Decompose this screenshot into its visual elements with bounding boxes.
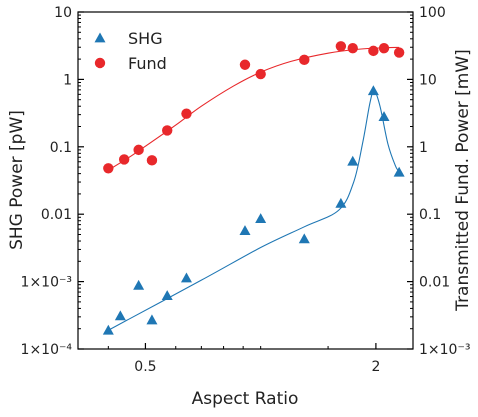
y-left-tick-label: 0.01 (41, 207, 72, 223)
shg-data-point (133, 279, 145, 290)
shg-data-point (114, 310, 126, 321)
ticks-layer: 10 1 0.1 0.01 1×10⁻³ 1×10⁻⁴ 100 10 1 0.1 0.01 1×10⁻… (21, 5, 471, 375)
fund-data-point (368, 45, 379, 57)
y-right-tick-label: 0.1 (419, 207, 441, 223)
shg-data-point (161, 290, 173, 300)
legend-fund-marker (94, 57, 106, 69)
y-axis-left-label: SHG Power [pW] (7, 110, 27, 250)
shg-data-point (146, 314, 158, 325)
legend-shg-marker (94, 32, 106, 43)
y-right-tick-label: 0.01 (419, 275, 450, 291)
y-right-tick-label: 1 (419, 140, 428, 156)
y-left-tick-label: 1×10⁻⁴ (21, 342, 73, 358)
fund-data-point (181, 108, 192, 119)
x-tick-label: 2 (371, 359, 380, 375)
y-left-tick-label: 1×10⁻³ (21, 275, 72, 291)
y-axis-right-label: Transmitted Fund. Power [mW] (453, 49, 473, 312)
shg-data-point (347, 155, 359, 166)
shg-data-point (393, 166, 405, 177)
plot-frame (77, 11, 414, 350)
shg-data-point (255, 213, 267, 224)
y-right-tick-label: 100 (419, 5, 446, 21)
fund-data-point (335, 41, 347, 52)
fund-data-point (393, 47, 405, 58)
shg-data-point (102, 324, 114, 335)
legend: SHG Fund (94, 29, 167, 73)
y-right-tick-label: 1×10⁻³ (419, 342, 470, 358)
shg-data-point (378, 111, 390, 122)
y-right-tick-label: 10 (419, 72, 437, 88)
fit-curves-layer (108, 46, 400, 331)
x-tick-label: 0.5 (134, 359, 156, 375)
fund-data-point (146, 155, 158, 166)
legend-fund-label: Fund (128, 54, 167, 73)
markers-layer (102, 41, 405, 335)
fund-fit-curve (108, 46, 400, 171)
y-left-tick-label: 1 (63, 72, 72, 88)
fund-data-point (239, 59, 251, 70)
fund-data-point (103, 163, 114, 174)
legend-shg-label: SHG (128, 29, 163, 48)
y-left-tick-label: 10 (54, 5, 72, 21)
fund-data-point (347, 43, 358, 54)
fund-data-point (255, 68, 266, 80)
y-left-tick-label: 0.1 (50, 140, 72, 156)
shg-data-point (298, 233, 310, 244)
fund-data-point (133, 144, 144, 156)
fund-data-point (162, 125, 173, 136)
shg-data-point (239, 225, 251, 236)
shg-data-point (180, 272, 192, 283)
fund-data-point (299, 54, 310, 66)
fund-data-point (118, 154, 130, 165)
fund-data-point (378, 43, 390, 54)
shg-data-point (367, 85, 379, 96)
x-axis-label: Aspect Ratio (192, 389, 299, 409)
shg-fit-curve (108, 90, 400, 331)
shg-data-point (335, 197, 347, 208)
